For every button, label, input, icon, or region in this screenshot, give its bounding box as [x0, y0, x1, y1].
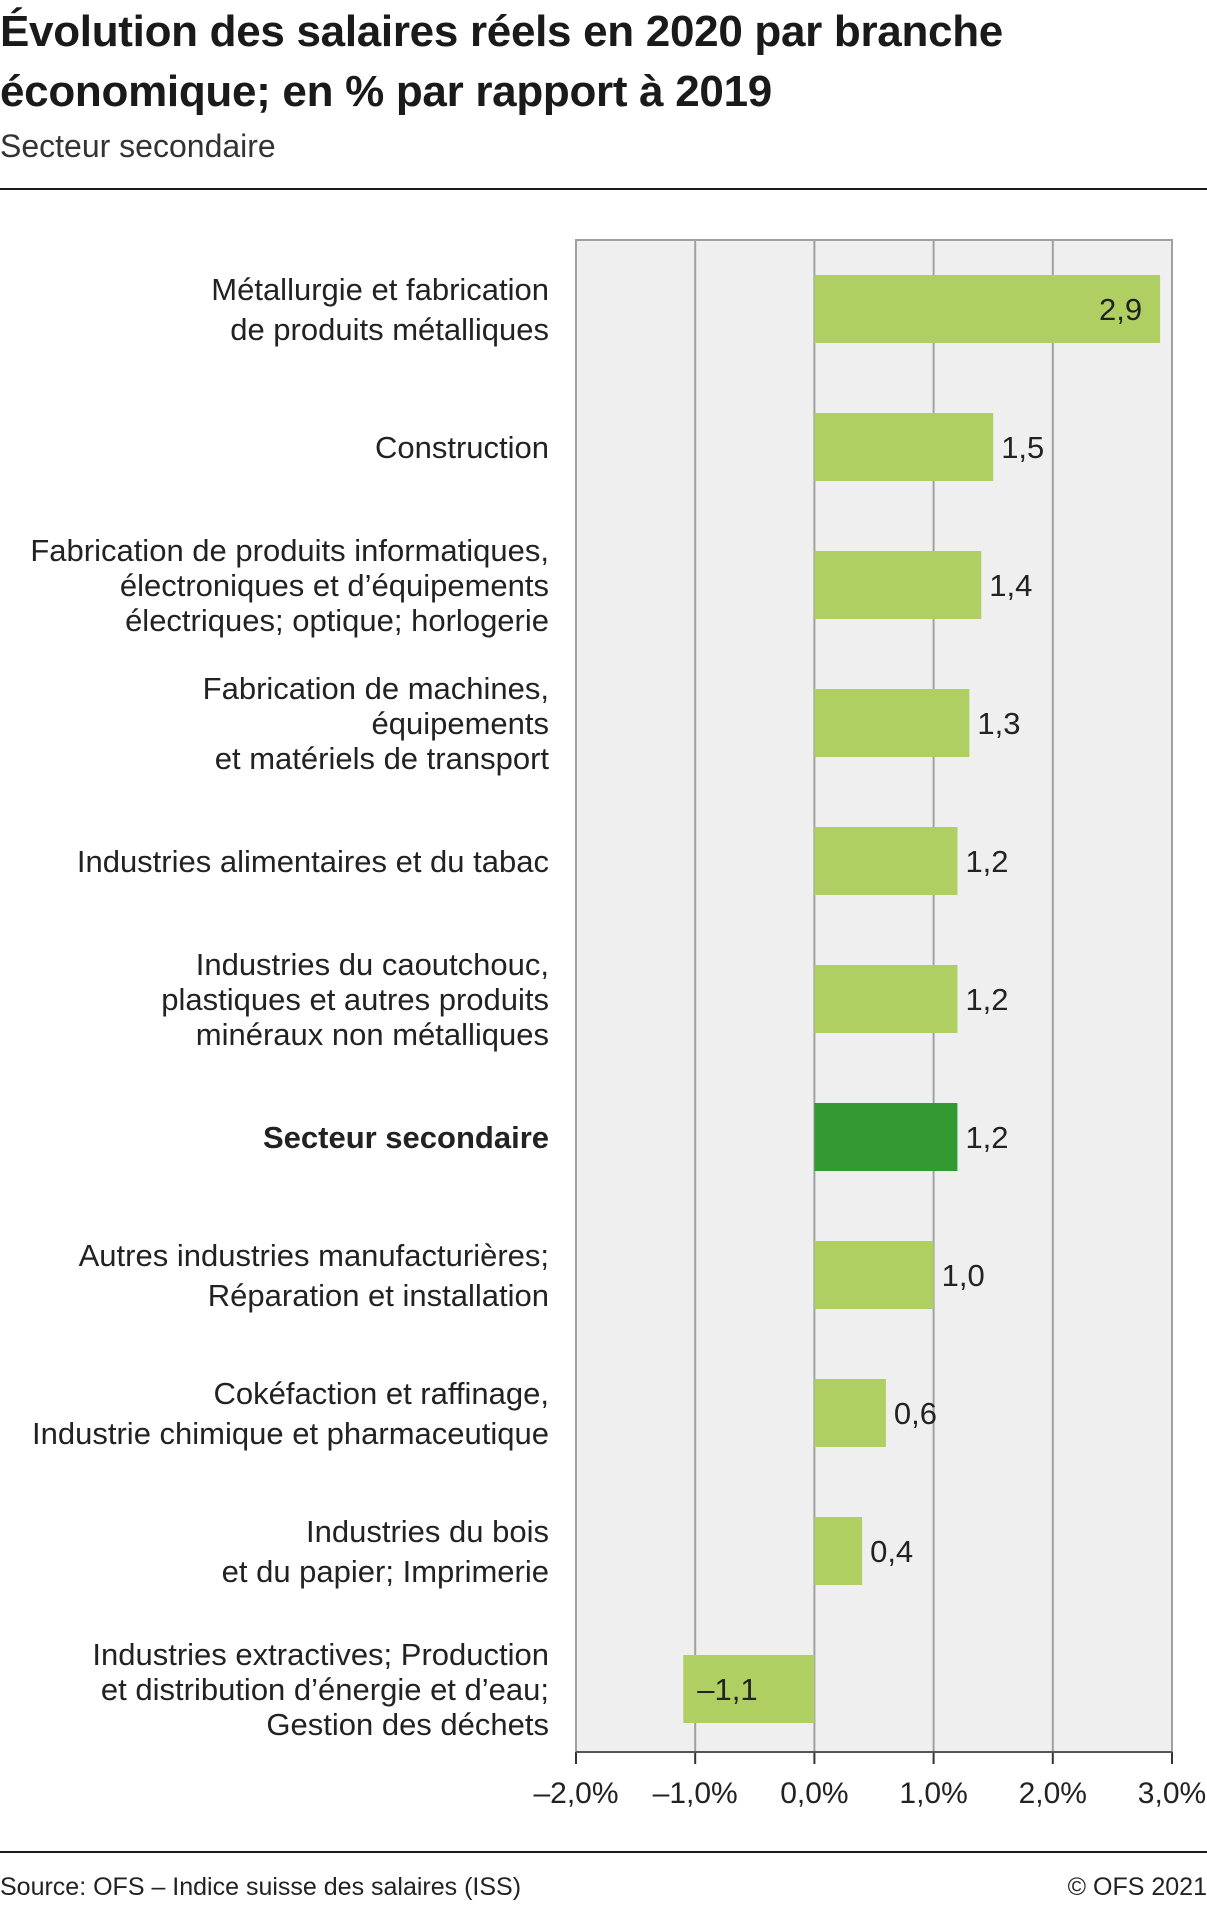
- data-label: 1,3: [977, 706, 1020, 741]
- x-tick-label: 3,0%: [1138, 1777, 1206, 1810]
- category-label: et matériels de transport: [215, 741, 550, 776]
- data-label: 0,4: [870, 1534, 913, 1569]
- bar: [814, 1241, 934, 1309]
- category-label: et distribution d’énergie et d’eau;: [101, 1672, 549, 1707]
- category-label: Cokéfaction et raffinage,: [214, 1376, 549, 1411]
- category-label: électriques; optique; horlogerie: [125, 603, 549, 638]
- category-label: Construction: [375, 430, 549, 465]
- bar: [814, 551, 982, 619]
- data-label: 1,2: [965, 982, 1008, 1017]
- bar-chart: –2,0% –1,0% 0,0% 1,0% 2,0% 3,0% 2,9 Métallurgie…: [30, 239, 1206, 1810]
- category-label: Industries alimentaires et du tabac: [77, 844, 549, 879]
- chart-subtitle: Secteur secondaire: [0, 128, 276, 164]
- x-tick-label: –2,0%: [533, 1777, 618, 1810]
- bar: [814, 689, 970, 757]
- x-tick-label: 0,0%: [780, 1777, 848, 1810]
- category-label: et du papier; Imprimerie: [222, 1554, 549, 1589]
- data-label: 1,4: [989, 568, 1032, 603]
- category-label: Secteur secondaire: [263, 1120, 549, 1155]
- category-label: Autres industries manufacturières;: [79, 1238, 549, 1273]
- category-label: de produits métalliques: [230, 312, 549, 347]
- bar: [814, 827, 958, 895]
- data-label: 0,6: [894, 1396, 937, 1431]
- category-label: Industrie chimique et pharmaceutique: [32, 1416, 549, 1451]
- category-label: électroniques et d’équipements: [120, 568, 549, 603]
- category-label: Fabrication de produits informatiques,: [30, 533, 549, 568]
- data-label: 1,0: [942, 1258, 985, 1293]
- bar: [814, 275, 1161, 343]
- bar: [814, 413, 994, 481]
- top-divider: [0, 188, 1207, 190]
- bar: [814, 1517, 863, 1585]
- x-tick-label: 2,0%: [1019, 1777, 1087, 1810]
- category-label: minéraux non métalliques: [196, 1017, 549, 1052]
- category-label: plastiques et autres produits: [161, 982, 549, 1017]
- category-label: Gestion des déchets: [266, 1707, 549, 1742]
- bar: [814, 1379, 886, 1447]
- category-label: Métallurgie et fabrication: [211, 272, 549, 307]
- category-label: Fabrication de machines,: [203, 671, 549, 706]
- category-label: Industries du caoutchouc,: [196, 947, 549, 982]
- data-label: 1,2: [965, 844, 1008, 879]
- bar: [814, 1103, 958, 1171]
- chart-title: Évolution des salaires réels en 2020 par…: [0, 7, 1003, 116]
- x-tick-label: –1,0%: [653, 1777, 738, 1810]
- source-note: Source: OFS – Indice suisse des salaires…: [0, 1873, 522, 1901]
- category-label: Réparation et installation: [208, 1278, 549, 1313]
- category-label: Industries du bois: [306, 1514, 549, 1549]
- bar: [814, 965, 958, 1033]
- copyright-note: © OFS 2021: [1067, 1873, 1207, 1901]
- bottom-divider: [0, 1851, 1207, 1853]
- category-label: Industries extractives; Production: [92, 1637, 549, 1672]
- x-tick-label: 1,0%: [899, 1777, 967, 1810]
- data-label: 2,9: [1099, 292, 1142, 327]
- data-label: –1,1: [697, 1672, 757, 1707]
- data-label: 1,2: [965, 1120, 1008, 1155]
- bar: [683, 1655, 815, 1723]
- data-label: 1,5: [1001, 430, 1044, 465]
- category-label: équipements: [371, 706, 549, 741]
